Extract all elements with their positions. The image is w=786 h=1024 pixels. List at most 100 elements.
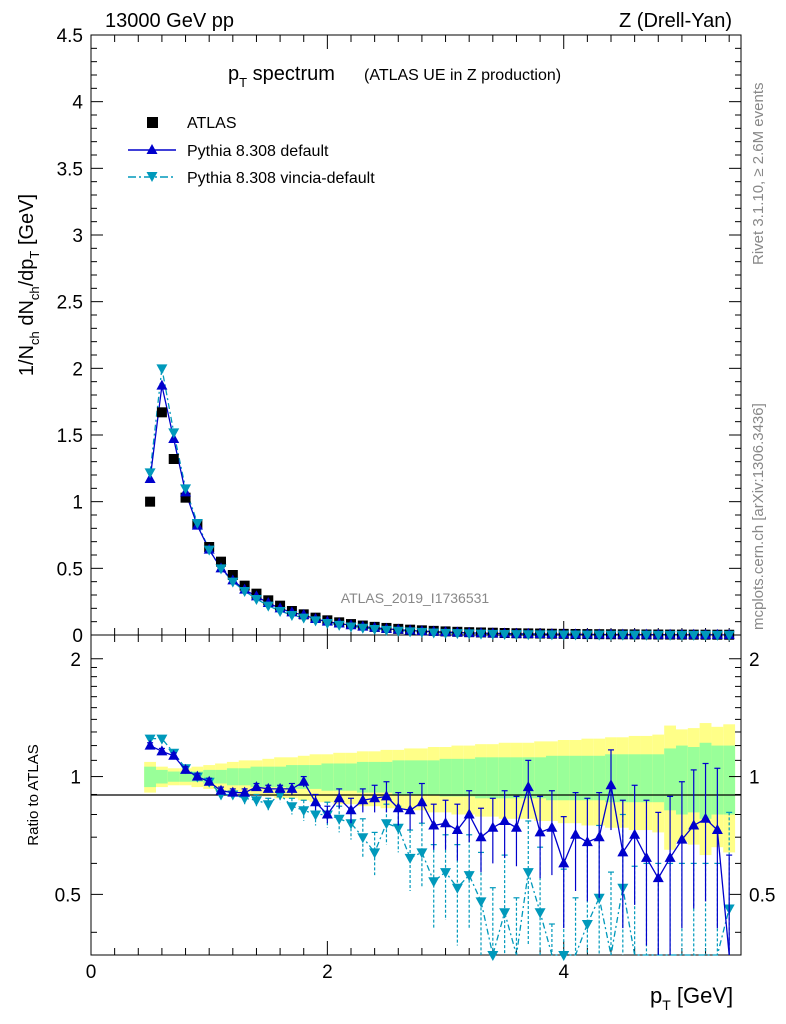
vincia-point xyxy=(522,630,534,641)
y-tick-label: 3 xyxy=(72,226,83,247)
ratio-default-point xyxy=(428,819,440,830)
ratio-band-inner xyxy=(167,771,180,782)
ratio-default-point xyxy=(617,846,629,857)
ratio-default-point xyxy=(333,792,345,803)
ratio-band-inner xyxy=(534,757,546,799)
title-main: p xyxy=(228,63,239,85)
ratio-band-inner xyxy=(309,765,322,789)
vincia-point xyxy=(487,629,499,640)
ratio-default-point xyxy=(180,763,192,774)
ratio-y-tick-label-right: 0.5 xyxy=(749,885,775,906)
ratio-band-inner xyxy=(262,766,275,788)
vincia-point xyxy=(262,601,274,612)
ratio-vincia-point xyxy=(298,806,310,817)
vincia-point xyxy=(546,630,558,641)
vincia-point xyxy=(617,630,629,641)
bottom-ylabel: Ratio to ATLAS xyxy=(25,744,42,845)
ratio-default-point xyxy=(499,814,511,825)
atlas-point xyxy=(145,496,156,507)
vincia-point xyxy=(156,364,168,375)
vincia-point xyxy=(629,630,641,641)
ratio-band-inner xyxy=(510,757,523,799)
vincia-point xyxy=(180,484,192,495)
vincia-point xyxy=(321,619,333,629)
vincia-point xyxy=(581,630,593,641)
x-tick-label: 2 xyxy=(322,962,333,983)
ratio-vincia-point xyxy=(487,951,499,961)
legend-atlas-label: ATLAS xyxy=(187,115,237,132)
ratio-band-inner xyxy=(226,768,239,786)
legend-default-label: Pythia 8.308 default xyxy=(187,143,329,160)
atlas-point xyxy=(216,556,226,567)
ratio-y-tick-label: 2 xyxy=(70,650,81,671)
ratio-vincia-point xyxy=(404,853,416,864)
vincia-point xyxy=(640,630,652,641)
ratio-band-inner xyxy=(640,754,653,803)
vincia-point xyxy=(558,630,570,641)
rivet-label: Rivet 3.1.10, ≥ 2.6M events xyxy=(750,83,767,266)
ratio-band-inner xyxy=(486,757,499,799)
ratio-default-point xyxy=(274,782,286,793)
vincia-point xyxy=(463,629,475,640)
ratio-band-inner xyxy=(368,761,381,793)
ratio-default-point xyxy=(570,828,582,839)
ratio-default-point xyxy=(676,833,688,844)
ratio-vincia-point xyxy=(345,819,357,830)
ratio-default-point xyxy=(640,851,652,862)
y-tick-label: 2.5 xyxy=(57,293,83,314)
ratio-band-inner xyxy=(557,755,570,801)
atlas-point xyxy=(168,454,179,464)
ratio-vincia-point xyxy=(357,833,369,844)
ratio-default-point xyxy=(605,779,617,790)
vincia-point xyxy=(191,519,203,529)
ratio-band-inner xyxy=(250,766,263,788)
ratio-band-inner xyxy=(451,758,464,797)
legend-vincia-label: Pythia 8.308 vincia-default xyxy=(187,170,375,187)
vincia-point xyxy=(428,628,440,639)
top-ylabel: 1/Nch dNch/dpT [GeV] xyxy=(16,194,42,376)
ratio-vincia-point xyxy=(463,871,475,882)
header-right: Z (Drell-Yan) xyxy=(619,10,732,32)
title-sub: T xyxy=(239,75,247,90)
ratio-band-inner xyxy=(463,758,476,797)
default-point xyxy=(156,379,168,390)
plot-title: pT spectrum xyxy=(228,63,335,90)
ratio-default-point xyxy=(203,775,215,786)
vincia-point xyxy=(711,630,723,641)
ratio-y-tick-label-right: 1 xyxy=(749,768,760,789)
vincia-point xyxy=(144,468,156,479)
ratio-vincia-point xyxy=(286,802,298,813)
ratio-default-point xyxy=(310,796,322,807)
vincia-point xyxy=(688,630,700,641)
vincia-point xyxy=(357,623,369,634)
y-tick-label: 3.5 xyxy=(57,159,83,180)
ratio-default-point xyxy=(534,826,546,837)
ratio-band-inner xyxy=(215,769,227,784)
ratio-band-inner xyxy=(664,748,676,811)
ratio-default-point xyxy=(357,794,369,805)
ratio-band-inner xyxy=(179,771,192,782)
legend-default-marker xyxy=(146,144,158,154)
vincia-point xyxy=(239,587,251,597)
ratio-default-point xyxy=(392,802,404,813)
vincia-point xyxy=(286,611,298,621)
mcplots-label: mcplots.cern.ch [arXiv:1306.3436] xyxy=(750,403,767,630)
ratio-vincia-point xyxy=(262,800,274,811)
ratio-default-point xyxy=(404,804,416,815)
vincia-point xyxy=(215,564,227,575)
ratio-vincia-point xyxy=(534,908,546,919)
ratio-default-point xyxy=(286,782,298,793)
ratio-default-point xyxy=(700,812,712,823)
ratio-vincia-point xyxy=(499,908,511,919)
ratio-default-point xyxy=(522,781,534,792)
ratio-default-point xyxy=(416,796,428,807)
vincia-point xyxy=(203,545,215,556)
ratio-default-point xyxy=(380,790,392,801)
ratio-vincia-point xyxy=(156,734,168,745)
ratio-default-point xyxy=(321,808,333,819)
ratio-default-point xyxy=(298,775,310,786)
ratio-default-point xyxy=(688,819,700,830)
ratio-vincia-point xyxy=(274,790,286,801)
vincia-point xyxy=(605,630,617,641)
y-tick-label: 2 xyxy=(72,359,83,380)
